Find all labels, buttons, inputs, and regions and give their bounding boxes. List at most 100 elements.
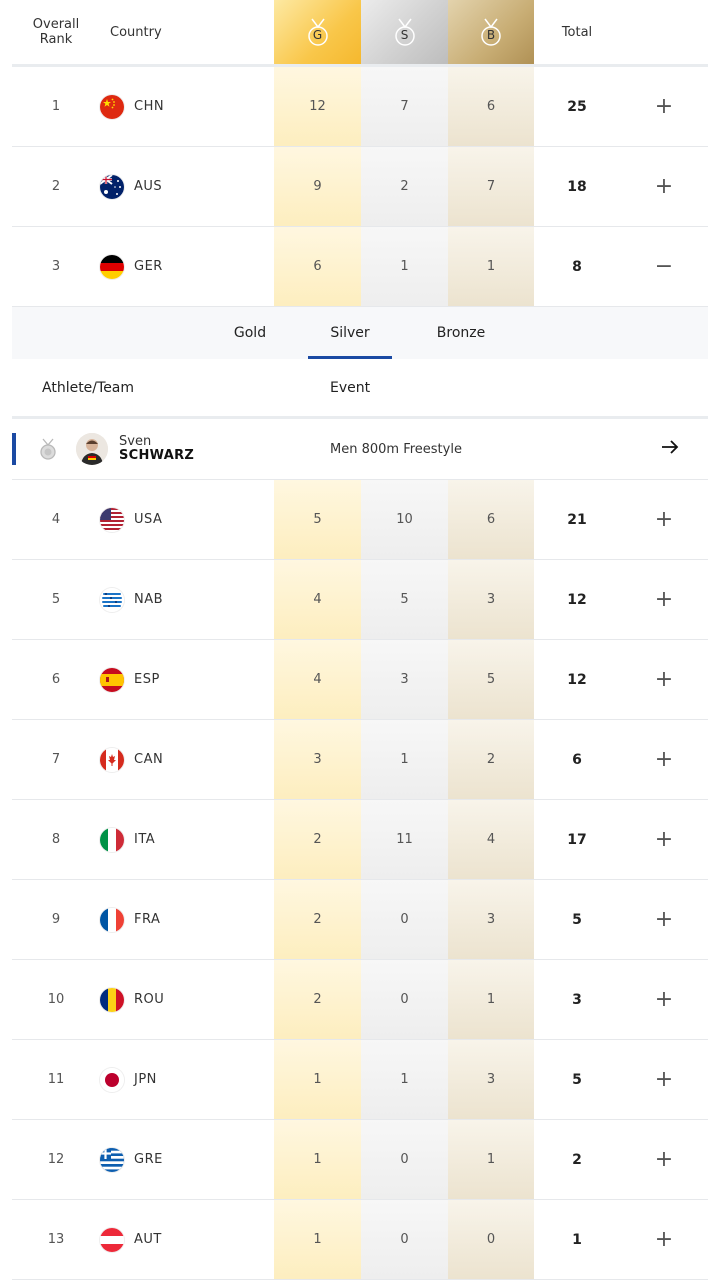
expand-toggle[interactable]: + <box>654 94 674 119</box>
country-cell: AUS <box>100 147 274 226</box>
bronze-count: 6 <box>448 67 534 146</box>
country-cell: CAN <box>100 720 274 799</box>
rank-cell: 7 <box>51 752 61 767</box>
bronze-count: 1 <box>448 227 534 306</box>
gold-count: 12 <box>274 67 361 146</box>
country-code: CAN <box>134 752 164 767</box>
gold-count: 1 <box>274 1120 361 1199</box>
total-count: 1 <box>572 1231 582 1248</box>
bronze-count: 1 <box>448 1120 534 1199</box>
silver-header-label: S <box>400 28 409 42</box>
table-row[interactable]: 5 NAB 4 5 3 12 + <box>12 560 708 640</box>
bronze-header[interactable]: B <box>448 0 534 64</box>
expand-toggle[interactable]: + <box>654 1067 674 1092</box>
athlete-first-name: Sven <box>119 434 152 449</box>
country-code: JPN <box>134 1072 157 1087</box>
expand-toggle[interactable]: + <box>654 1227 674 1252</box>
tab-silver[interactable]: Silver <box>308 307 392 359</box>
medalist-row[interactable]: Sven SCHWARZ Men 800m Freestyle <box>12 419 708 480</box>
romania-flag <box>100 987 124 1012</box>
italy-flag <box>100 827 124 852</box>
gold-count: 5 <box>274 480 361 559</box>
table-row[interactable]: 1 CHN 12 7 6 25 + <box>12 67 708 147</box>
athlete-event: Men 800m Freestyle <box>330 441 462 457</box>
table-header: Overall Rank Country G S B Total <box>12 0 708 67</box>
country-code: CHN <box>134 99 165 114</box>
athlete-avatar <box>76 433 108 465</box>
tab-bronze[interactable]: Bronze <box>436 325 486 341</box>
country-code: ESP <box>134 672 160 687</box>
table-row[interactable]: 3 GER 6 1 1 8− <box>12 227 708 307</box>
total-count: 8 <box>572 258 582 275</box>
expand-toggle[interactable]: + <box>654 907 674 932</box>
expand-toggle[interactable]: + <box>654 587 674 612</box>
country-cell: JPN <box>100 1040 274 1119</box>
total-count: 25 <box>567 98 587 115</box>
bronze-count: 5 <box>448 640 534 719</box>
rank-cell: 12 <box>47 1152 65 1167</box>
china-flag <box>100 94 124 119</box>
event-header: Event <box>330 379 371 396</box>
arrow-right-icon[interactable] <box>660 437 680 462</box>
total-count: 5 <box>572 1071 582 1088</box>
country-code: AUS <box>134 179 163 194</box>
total-count: 3 <box>572 991 582 1008</box>
bronze-count: 6 <box>448 480 534 559</box>
gold-count: 4 <box>274 640 361 719</box>
table-row[interactable]: 8 ITA 2 11 4 17 + <box>12 800 708 880</box>
expand-toggle[interactable]: + <box>654 667 674 692</box>
country-cell: GRE <box>100 1120 274 1199</box>
silver-count: 11 <box>361 800 448 879</box>
table-row[interactable]: 10 ROU 2 0 1 3 + <box>12 960 708 1040</box>
expand-toggle[interactable]: + <box>654 747 674 772</box>
expand-toggle[interactable]: + <box>654 174 674 199</box>
silver-header[interactable]: S <box>361 0 448 64</box>
country-code: USA <box>134 512 163 527</box>
bronze-header-label: B <box>486 28 496 42</box>
silver-count: 10 <box>361 480 448 559</box>
country-cell: USA <box>100 480 274 559</box>
silver-count: 1 <box>361 1040 448 1119</box>
country-code: FRA <box>134 912 161 927</box>
athlete-last-name: SCHWARZ <box>119 448 195 463</box>
expanded-medalists-panel: Gold Silver Bronze Athlete/Team Event Sv… <box>12 307 708 480</box>
silver-count: 5 <box>361 560 448 639</box>
table-row[interactable]: 7 CAN 3 1 2 6 + <box>12 720 708 800</box>
silver-count: 0 <box>361 960 448 1039</box>
medalists-header: Athlete/Team Event <box>12 359 708 419</box>
bronze-count: 3 <box>448 880 534 959</box>
expand-toggle[interactable]: + <box>654 987 674 1012</box>
athlete-team-header: Athlete/Team <box>42 379 135 396</box>
bronze-count: 4 <box>448 800 534 879</box>
table-row[interactable]: 9 FRA 2 0 3 5 + <box>12 880 708 960</box>
gold-count: 2 <box>274 800 361 879</box>
gold-header[interactable]: G <box>274 0 361 64</box>
bronze-count: 0 <box>448 1200 534 1279</box>
table-row[interactable]: 11 JPN 1 1 3 5 + <box>12 1040 708 1120</box>
country-cell: ESP <box>100 640 274 719</box>
rank-cell: 3 <box>51 259 61 274</box>
expand-toggle[interactable]: + <box>654 827 674 852</box>
athlete-name: Sven SCHWARZ <box>119 435 194 463</box>
gold-count: 2 <box>274 880 361 959</box>
gold-count: 1 <box>274 1040 361 1119</box>
rank-cell: 8 <box>51 832 61 847</box>
expand-toggle[interactable]: + <box>654 507 674 532</box>
rows-top: 1 CHN 12 7 6 25 +2 AUS 9 2 7 18 +3 GER 6 1 1 8− <box>12 67 708 307</box>
tab-gold[interactable]: Gold <box>233 325 267 341</box>
collapse-toggle[interactable]: − <box>654 254 674 279</box>
country-code: GRE <box>134 1152 163 1167</box>
total-header[interactable]: Total <box>561 24 593 40</box>
rank-cell: 2 <box>51 179 61 194</box>
country-code: ITA <box>134 832 156 847</box>
gold-count: 3 <box>274 720 361 799</box>
table-row[interactable]: 4 USA 5 10 6 21 + <box>12 480 708 560</box>
gold-count: 1 <box>274 1200 361 1279</box>
table-row[interactable]: 12 GRE 1 0 1 2 + <box>12 1120 708 1200</box>
expand-toggle[interactable]: + <box>654 1147 674 1172</box>
table-row[interactable]: 2 AUS 9 2 7 18 + <box>12 147 708 227</box>
table-row[interactable]: 6 ESP 4 3 5 12 + <box>12 640 708 720</box>
country-cell: AUT <box>100 1200 274 1279</box>
total-count: 21 <box>567 511 587 528</box>
table-row[interactable]: 13 AUT 1 0 0 1 + <box>12 1200 708 1280</box>
